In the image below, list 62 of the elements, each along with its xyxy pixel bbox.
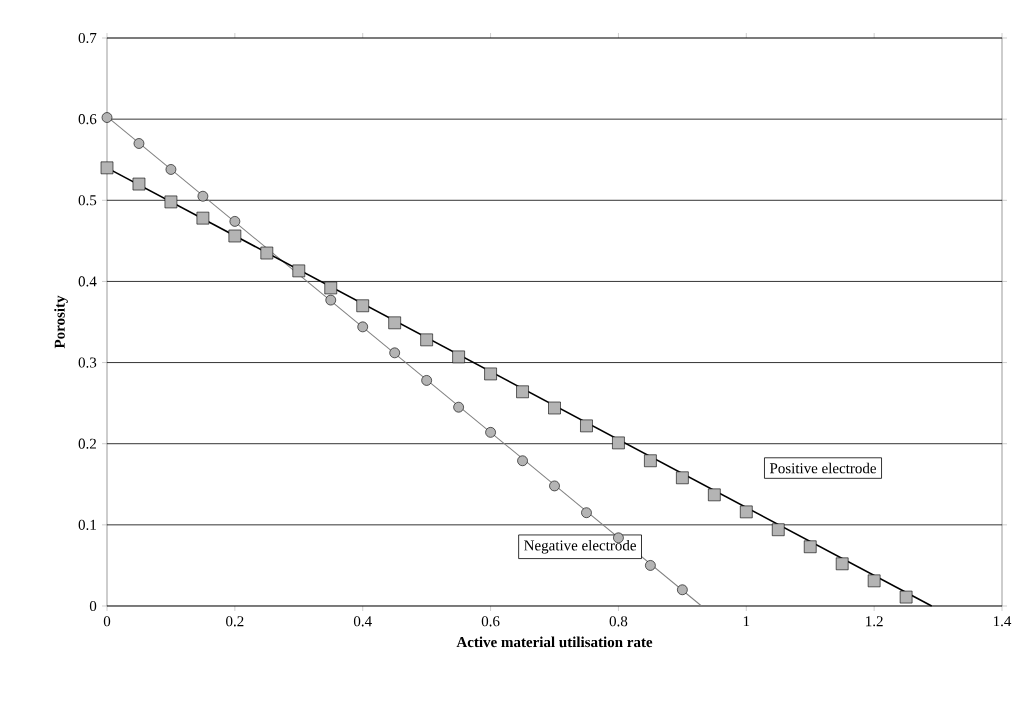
point	[581, 507, 592, 518]
point	[771, 523, 785, 537]
point	[899, 590, 913, 604]
y-tick-label: 0.1	[78, 519, 96, 530]
point	[548, 401, 561, 415]
point	[133, 138, 145, 149]
point	[484, 367, 497, 381]
x-tick-label: 0.8	[609, 616, 628, 627]
x-tick-label: 0.6	[481, 616, 500, 627]
point	[132, 177, 146, 191]
point	[196, 211, 210, 225]
point	[517, 455, 528, 467]
y-tick-label: 0.7	[78, 32, 97, 44]
y-tick-label: 0.5	[78, 195, 97, 206]
y-tick-label: 0.6	[78, 114, 97, 125]
point	[452, 350, 465, 364]
point	[100, 161, 114, 175]
point	[325, 294, 337, 306]
point	[580, 419, 593, 433]
point	[867, 574, 881, 588]
point	[803, 540, 817, 554]
point	[324, 281, 338, 295]
point	[197, 190, 209, 202]
point	[453, 401, 464, 413]
point	[485, 427, 496, 438]
point	[292, 264, 306, 278]
x-tick-label: 1.2	[866, 616, 883, 627]
x-tick-label: 0.2	[226, 616, 244, 627]
point	[549, 480, 560, 492]
annotation: Negative electrode	[524, 539, 636, 554]
y-tick-label: 0	[89, 600, 97, 612]
point	[708, 488, 721, 502]
point	[389, 347, 400, 359]
y-tick-label: 0.4	[78, 276, 97, 287]
point	[164, 195, 178, 209]
y-tick-label: 0.3	[78, 357, 97, 368]
point	[835, 557, 849, 571]
point	[676, 471, 689, 485]
y-axis-title: Porosity	[54, 295, 68, 349]
x-tick-label: 1.4	[993, 616, 1012, 627]
point	[101, 112, 113, 123]
x-tick-label: 1	[743, 616, 750, 627]
y-tick-label: 0.2	[78, 438, 96, 449]
point	[229, 216, 241, 227]
point	[165, 164, 177, 175]
point	[421, 375, 432, 386]
annotation: Positive electrode	[769, 462, 877, 474]
point	[516, 385, 529, 399]
point	[228, 229, 242, 243]
point	[739, 505, 753, 519]
point	[612, 436, 625, 450]
x-tick-label: 0	[103, 616, 111, 627]
x-tick-label: 0.4	[353, 616, 372, 627]
point	[356, 299, 370, 313]
x-axis-title: Active material utilisation rate	[456, 636, 653, 648]
point	[420, 333, 433, 347]
point	[357, 321, 369, 333]
point	[644, 454, 657, 468]
point	[677, 584, 688, 596]
point	[260, 246, 274, 260]
point	[388, 316, 401, 330]
point	[645, 560, 656, 571]
